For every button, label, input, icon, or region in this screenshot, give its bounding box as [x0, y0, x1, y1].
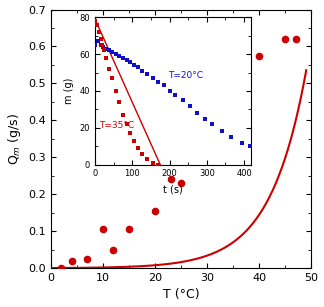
Point — [126, 227, 132, 232]
Point — [168, 177, 173, 182]
Point — [257, 53, 262, 58]
X-axis label: T (°C): T (°C) — [163, 289, 199, 301]
Y-axis label: Q$_m$ (g/s): Q$_m$ (g/s) — [6, 113, 23, 165]
Point — [100, 227, 105, 232]
Point — [111, 247, 116, 252]
Point — [231, 96, 236, 101]
Point — [69, 258, 74, 263]
Point — [59, 266, 64, 270]
Point — [283, 37, 288, 41]
Point — [179, 181, 184, 185]
Point — [204, 142, 210, 147]
Point — [85, 256, 90, 261]
Point — [293, 37, 298, 41]
Point — [152, 208, 157, 213]
